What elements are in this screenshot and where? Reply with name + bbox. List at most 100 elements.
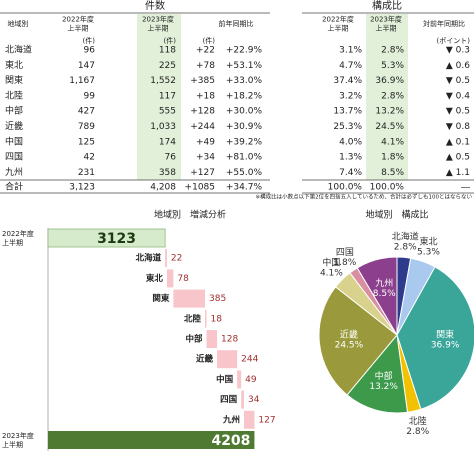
slice-label: 四国 — [336, 247, 354, 258]
category-label: 北陸 — [184, 313, 202, 324]
row-label: 中部 — [5, 105, 23, 117]
slice-value: 13.2% — [369, 382, 398, 392]
bar — [243, 410, 255, 429]
cell: 555 — [159, 107, 176, 117]
value-label: 49 — [245, 375, 257, 385]
cell: 13.2% — [375, 107, 404, 117]
cell: 358 — [159, 168, 176, 178]
slice-label: 北陸 — [409, 415, 427, 427]
column-header: 上半期 — [328, 24, 349, 33]
group-header: 件数 — [145, 0, 165, 12]
cell: 3.1% — [339, 46, 362, 56]
slice-value: 2.8% — [394, 242, 417, 252]
cell: ▼ 0.5 — [446, 107, 470, 117]
row-label: 関東 — [5, 74, 23, 86]
row-label: 北陸 — [5, 89, 23, 101]
cell: 427 — [78, 107, 95, 117]
cell: +34.7% — [226, 183, 263, 193]
column-header: 地域別 — [8, 19, 29, 28]
pie-slice — [356, 256, 398, 337]
cell: 2.8% — [381, 91, 404, 101]
cell: +244 — [190, 122, 215, 132]
cell: 100.0% — [328, 183, 363, 193]
slice-label: 関東 — [436, 328, 454, 340]
cell: 76 — [165, 153, 177, 163]
row-label: 九州 — [5, 167, 23, 178]
category-label: 2023年度 — [2, 431, 34, 440]
bar — [241, 390, 244, 409]
unit-label: (ポイント) — [437, 37, 471, 45]
bar — [217, 350, 238, 369]
cell: +49 — [196, 137, 215, 147]
category-label: 九州 — [222, 414, 240, 425]
value-label: 3123 — [97, 231, 136, 247]
unit-label: (件) — [83, 36, 96, 45]
pie-slice — [396, 266, 474, 410]
chart-title: 地域別 増減分析 — [154, 209, 226, 221]
row-label: 東北 — [5, 59, 23, 71]
chart-title: 地域別 構成比 — [365, 209, 428, 221]
cell: +33.0% — [226, 76, 263, 86]
highlight-column — [366, 14, 408, 180]
bar — [237, 370, 242, 389]
cell: +18 — [196, 91, 215, 101]
slice-label: 九州 — [375, 278, 393, 289]
slice-value: 1.8% — [333, 258, 356, 268]
slice-value: 36.9% — [431, 340, 460, 350]
row-label: 合計 — [5, 181, 23, 193]
value-label: 34 — [248, 395, 260, 405]
unit-label: (件) — [203, 36, 216, 45]
cell: 147 — [78, 61, 95, 71]
column-header: 上半期 — [148, 24, 169, 33]
slice-value: 24.5% — [335, 341, 364, 351]
category-label: 中国 — [216, 374, 233, 385]
cell: 118 — [159, 46, 176, 56]
category-label: 上半期 — [2, 440, 23, 449]
cell: ▲ 0.5 — [446, 153, 470, 163]
highlight-column — [137, 14, 181, 180]
row-label: 中国 — [5, 135, 23, 147]
cell: ▲ 1.1 — [446, 168, 470, 178]
cell: +22 — [196, 46, 215, 56]
cell: 24.5% — [375, 122, 404, 132]
cell: 96 — [84, 46, 96, 56]
slice-value: 2.8% — [406, 427, 429, 437]
bar — [205, 309, 207, 328]
cell: +34 — [196, 153, 215, 163]
cell: ▲ 0.6 — [446, 61, 470, 71]
row-label: 北海道 — [5, 44, 32, 56]
column-header: 2022年度 — [62, 15, 94, 24]
cell: 1.8% — [381, 153, 404, 163]
cell: 117 — [159, 91, 176, 101]
slice-label: 北海道 — [392, 230, 419, 242]
value-label: 385 — [209, 294, 226, 304]
cell: 42 — [84, 153, 95, 163]
category-label: 北海道 — [136, 253, 162, 264]
cell: 1,552 — [150, 76, 176, 86]
cell: 36.9% — [375, 76, 404, 86]
cell: ― — [461, 183, 470, 193]
pie-slice — [346, 333, 409, 414]
cell: 789 — [78, 122, 95, 132]
category-label: 2022年度 — [2, 229, 34, 238]
cell: 125 — [78, 137, 95, 147]
cell: ▼ 0.3 — [446, 46, 470, 56]
cell: 4.1% — [381, 137, 404, 147]
cell: ▼ 0.8 — [446, 122, 470, 132]
category-label: 上半期 — [2, 238, 23, 247]
cell: 4.7% — [339, 61, 362, 71]
bar — [206, 330, 218, 348]
bar — [166, 269, 174, 288]
cell: 2.8% — [381, 46, 404, 56]
row-label: 近畿 — [5, 120, 23, 132]
category-label: 四国 — [220, 394, 237, 405]
cell: 231 — [78, 168, 95, 178]
slice-value: 8.5% — [373, 289, 396, 299]
value-label: 128 — [221, 335, 238, 345]
column-header: 前年同期比 — [219, 19, 254, 28]
category-label: 関東 — [152, 293, 170, 304]
unit-label: (件) — [164, 36, 177, 45]
cell: 4.0% — [339, 137, 362, 147]
note: ※構成比は小数点以下第2位を四捨五入しているため、合計は必ずしも100とはならな… — [256, 193, 473, 201]
cell: +39.2% — [226, 137, 263, 147]
